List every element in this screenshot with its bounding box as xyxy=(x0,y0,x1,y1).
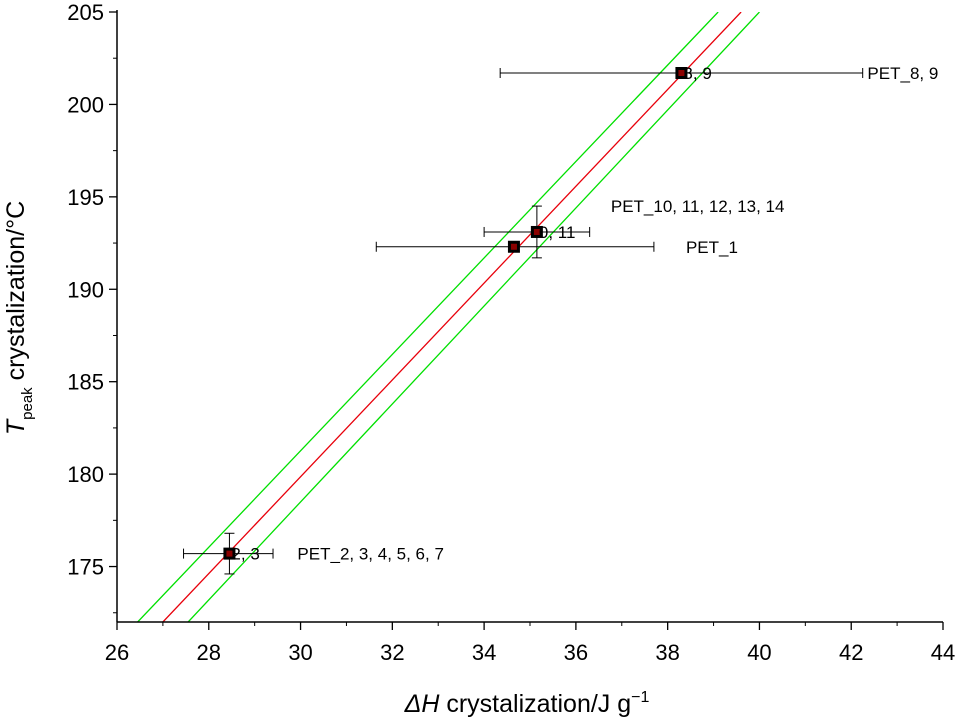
x-tick-label: 32 xyxy=(380,640,404,665)
fit-line xyxy=(162,12,742,622)
y-tick-label: 190 xyxy=(67,277,104,302)
series-label: PET_8, 9 xyxy=(867,64,938,83)
data-point-group: PET_1 xyxy=(375,238,738,257)
x-axis-title: ΔH crystalization/J g−1 xyxy=(404,689,650,717)
x-axis: 26 28 30 32 34 36 38 40 42 44 xyxy=(105,622,955,665)
x-tick-label: 30 xyxy=(288,640,312,665)
point-label: 3, 9 xyxy=(683,64,711,83)
x-tick-label: 26 xyxy=(105,640,129,665)
x-tick-label: 28 xyxy=(197,640,221,665)
x-tick-label: 42 xyxy=(839,640,863,665)
fit-lines xyxy=(137,12,760,622)
data-point-center xyxy=(510,243,517,250)
y-axis: 175 180 185 190 195 200 205 xyxy=(67,0,117,614)
plot-area: 2, 3 PET_2, 3, 4, 5, 6, 7 PET_1 0, 11 PET_10… xyxy=(137,12,938,622)
x-tick-label: 40 xyxy=(747,640,771,665)
data-point-center xyxy=(678,70,685,76)
series-label: PET_2, 3, 4, 5, 6, 7 xyxy=(297,545,443,564)
x-tick-label: 34 xyxy=(472,640,496,665)
series-label: PET_10, 11, 12, 13, 14 xyxy=(611,197,785,216)
y-tick-label: 195 xyxy=(67,185,104,210)
series-label: PET_1 xyxy=(686,238,738,257)
y-tick-label: 185 xyxy=(67,370,104,395)
x-tick-label: 44 xyxy=(931,640,955,665)
axes xyxy=(116,10,943,623)
data-point-center xyxy=(226,550,233,557)
confidence-band-upper xyxy=(137,12,719,622)
data-point-center xyxy=(533,228,540,235)
data-point-group: 0, 11 PET_10, 11, 12, 13, 14 xyxy=(483,197,785,259)
x-tick-label: 38 xyxy=(655,640,679,665)
x-tick-label: 36 xyxy=(564,640,588,665)
point-label: 2, 3 xyxy=(231,545,259,564)
y-axis-title: Tpeak crystalization/°C xyxy=(2,201,36,435)
y-tick-label: 205 xyxy=(67,0,104,25)
data-point-group: 2, 3 PET_2, 3, 4, 5, 6, 7 xyxy=(183,532,444,575)
point-label: 0, 11 xyxy=(539,223,576,242)
y-tick-label: 200 xyxy=(67,92,104,117)
confidence-band-lower xyxy=(187,12,760,622)
data-point-group: 3, 9 PET_8, 9 xyxy=(499,64,938,83)
y-tick-label: 175 xyxy=(67,555,104,580)
y-tick-label: 180 xyxy=(67,462,104,487)
